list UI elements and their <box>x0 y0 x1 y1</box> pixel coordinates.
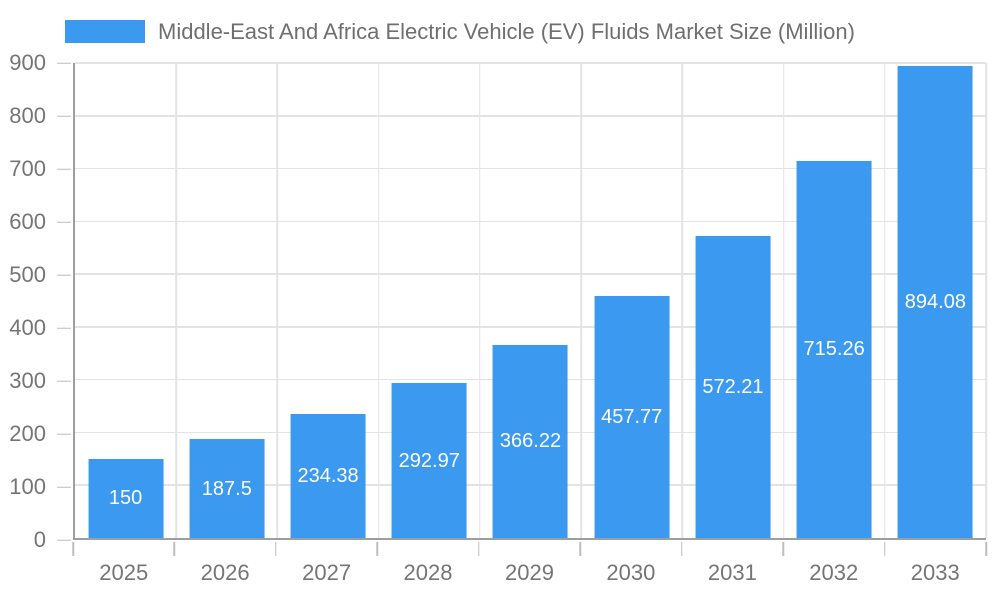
bar-slot-2025: 150 <box>75 63 176 538</box>
bar-2025[interactable]: 150 <box>88 458 164 538</box>
y-tick-label-400: 400 <box>9 315 46 340</box>
bar-2033[interactable]: 894.08 <box>897 66 973 538</box>
x-tick-mark-1 <box>173 542 176 556</box>
gridline-vertical-1 <box>175 63 177 538</box>
bar-value-label-2030: 457.77 <box>601 406 663 429</box>
bar-2030[interactable]: 457.77 <box>594 296 670 538</box>
y-tick-mark-0 <box>57 539 71 541</box>
x-tick-mark-0 <box>72 542 74 556</box>
y-tick-label-300: 300 <box>9 368 46 394</box>
y-tick-mark-100 <box>57 486 71 488</box>
gridline-vertical-8 <box>884 63 886 538</box>
bar-value-label-2027: 234.38 <box>297 465 359 488</box>
x-tick-mark-3 <box>376 542 379 556</box>
x-axis-labels: 2025 2026 2027 2028 2029 2030 2031 2032 2033 <box>73 560 986 586</box>
gridline-horizontal-900 <box>75 62 986 64</box>
bar-slot-2030: 457.77 <box>581 63 682 538</box>
x-tick-mark-7 <box>782 542 784 556</box>
bar-slot-2026: 187.5 <box>176 63 277 538</box>
y-axis: 0 100 200 300 400 500 600 700 800 900 <box>0 52 73 551</box>
gridline-vertical-5 <box>580 63 582 538</box>
y-tick-mark-600 <box>57 221 71 223</box>
x-tick-mark-6 <box>680 542 683 556</box>
x-tick-label-2025: 2025 <box>99 560 149 585</box>
y-tick-mark-900 <box>57 62 71 64</box>
x-axis-ticks <box>72 542 987 556</box>
bar-slot-2028: 292.97 <box>379 63 480 538</box>
gridline-vertical-9 <box>985 63 987 538</box>
legend: Middle-East And Africa Electric Vehicle … <box>65 19 855 43</box>
gridline-vertical-4 <box>479 63 481 538</box>
y-tick-label-800: 800 <box>9 103 46 128</box>
x-tick-label-2031: 2031 <box>707 560 757 585</box>
x-tick-label-2032: 2032 <box>809 560 859 585</box>
bar-slot-2033: 894.08 <box>885 63 986 538</box>
gridline-horizontal-600 <box>75 220 986 223</box>
x-tick-mark-2 <box>275 542 277 556</box>
legend-swatch[interactable] <box>65 19 145 43</box>
y-tick-mark-500 <box>57 274 71 276</box>
y-tick-label-900: 900 <box>9 50 46 75</box>
gridline-horizontal-700 <box>75 167 986 170</box>
x-tick-label-2028: 2028 <box>403 560 453 585</box>
plot-area: 150 187.5 234.38 292.97 366.22 457.77 572.21 71… <box>73 62 987 540</box>
bar-2029[interactable]: 366.22 <box>493 344 568 538</box>
bar-slot-2029: 366.22 <box>480 63 581 538</box>
bar-slot-2032: 715.26 <box>784 63 885 538</box>
y-tick-mark-400 <box>57 327 71 329</box>
y-tick-label-700: 700 <box>9 156 46 181</box>
bar-value-label-2032: 715.26 <box>803 338 865 361</box>
x-tick-label-2027: 2027 <box>302 560 352 585</box>
bar-value-label-2028: 292.97 <box>398 449 460 472</box>
gridline-horizontal-800 <box>75 115 986 117</box>
y-tick-label-0: 0 <box>33 527 46 552</box>
y-tick-mark-700 <box>57 168 71 170</box>
bar-value-label-2029: 366.22 <box>499 430 562 453</box>
x-tick-mark-9 <box>985 542 987 556</box>
gridline-horizontal-500 <box>75 273 986 275</box>
bar-2028[interactable]: 292.97 <box>391 383 467 538</box>
chart-title: Middle-East And Africa Electric Vehicle … <box>158 19 855 44</box>
bar-value-label-2031: 572.21 <box>702 376 764 398</box>
bar-value-label-2026: 187.5 <box>201 477 252 500</box>
x-tick-mark-4 <box>478 542 480 556</box>
bar-2026[interactable]: 187.5 <box>189 439 265 538</box>
y-tick-mark-300 <box>57 380 71 382</box>
x-tick-label-2029: 2029 <box>504 560 554 585</box>
bar-2032[interactable]: 715.26 <box>796 160 872 538</box>
gridline-horizontal-400 <box>75 326 986 328</box>
gridline-vertical-7 <box>782 63 785 538</box>
x-tick-label-2030: 2030 <box>606 560 656 585</box>
bar-2027[interactable]: 234.38 <box>290 414 366 538</box>
x-tick-label-2033: 2033 <box>910 560 960 585</box>
y-tick-label-200: 200 <box>9 421 46 446</box>
bars-layer: 150 187.5 234.38 292.97 366.22 457.77 572.21 71… <box>75 63 986 538</box>
y-tick-mark-800 <box>57 115 71 117</box>
bar-slot-2031: 572.21 <box>682 63 783 538</box>
y-tick-label-500: 500 <box>9 262 46 287</box>
bar-slot-2027: 234.38 <box>277 63 378 538</box>
x-tick-mark-5 <box>579 542 581 556</box>
y-tick-label-100: 100 <box>9 474 46 499</box>
bar-value-label-2025: 150 <box>108 487 143 510</box>
y-tick-label-600: 600 <box>9 209 46 235</box>
x-tick-mark-8 <box>883 542 886 556</box>
gridline-vertical-3 <box>377 63 380 538</box>
x-tick-label-2026: 2026 <box>200 560 250 585</box>
gridline-vertical-2 <box>276 63 279 538</box>
bar-2031[interactable]: 572.21 <box>695 236 771 538</box>
bar-value-label-2033: 894.08 <box>904 291 966 314</box>
y-tick-mark-200 <box>57 433 71 435</box>
gridline-vertical-6 <box>681 63 684 538</box>
